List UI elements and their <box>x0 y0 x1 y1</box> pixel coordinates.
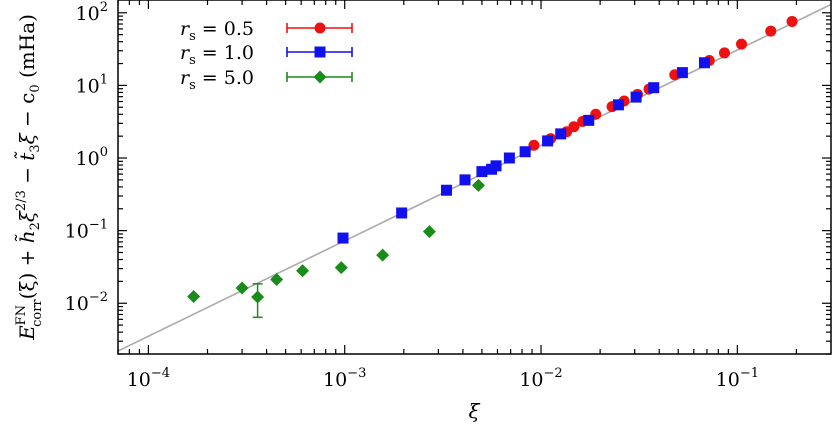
data-point <box>471 178 485 192</box>
y-tick-label: 101 <box>76 72 108 97</box>
data-point <box>490 160 502 172</box>
y-title-unit: (mHa) <box>15 14 39 84</box>
legend-marker <box>313 70 327 84</box>
y-title-mid: (ξ) + <box>15 243 39 299</box>
data-point <box>648 82 660 94</box>
data-point <box>718 47 730 59</box>
series-2 <box>337 57 710 244</box>
data-point <box>422 225 436 239</box>
y-tick-label: 10−2 <box>65 290 108 315</box>
series-3 <box>187 178 485 319</box>
data-point <box>583 114 595 126</box>
y-title-sub0: 0 <box>28 84 43 92</box>
data-point <box>296 264 310 278</box>
legend-label: rs = 5.0 <box>180 67 254 93</box>
data-point <box>698 57 710 69</box>
x-tick-label: 10−2 <box>519 366 562 391</box>
legend-label: rs = 0.5 <box>180 18 254 44</box>
data-point <box>187 289 201 303</box>
data-point <box>337 232 349 244</box>
data-point <box>503 152 515 164</box>
plot-frame <box>117 0 832 355</box>
y-title-t: t̃ <box>13 151 39 161</box>
legend-marker <box>314 22 326 34</box>
y-title-fn: FN <box>14 305 29 325</box>
data-point <box>441 184 453 196</box>
y-title-minus: − <box>15 161 39 190</box>
x-tick-label: 10−1 <box>716 366 759 391</box>
data-point <box>396 207 408 219</box>
data-point <box>555 128 567 140</box>
series-1 <box>528 15 798 151</box>
data-point <box>235 281 249 295</box>
data-point <box>251 290 265 304</box>
x-tick-label: 10−3 <box>323 366 366 391</box>
axis-ticks: 10−4 10−3 10−2 10−1 10−2 10−1 100 101 102 <box>65 0 831 391</box>
data-point <box>528 139 540 151</box>
x-axis-title: ξ <box>468 399 480 423</box>
legend-label: rs = 1.0 <box>180 42 254 68</box>
data-point <box>568 121 580 133</box>
legend: rs = 0.5rs = 1.0rs = 5.0 <box>180 18 353 93</box>
x-tick-label: 10−4 <box>127 366 170 391</box>
data-point <box>735 38 747 50</box>
data-point <box>630 91 642 103</box>
y-tick-label: 102 <box>76 0 108 25</box>
y-title-sub3: 3 <box>28 144 43 152</box>
y-title-xi1: ξ <box>15 210 39 222</box>
data-point <box>676 67 688 79</box>
data-point <box>786 15 798 27</box>
data-point <box>765 25 777 37</box>
y-tick-label: 100 <box>76 145 108 170</box>
legend-item-1: rs = 0.5 <box>180 18 353 44</box>
legend-marker <box>314 46 326 58</box>
data-point <box>376 248 390 262</box>
y-tick-label: 10−1 <box>65 218 108 243</box>
data-point <box>612 99 624 111</box>
y-title-rest: − c <box>15 93 39 134</box>
y-title-corr: corr <box>30 299 45 327</box>
data-point <box>476 166 488 178</box>
y-title-h: h̃ <box>15 230 39 243</box>
data-point <box>459 174 471 186</box>
legend-item-2: rs = 1.0 <box>180 42 353 68</box>
y-title-sub2: 2 <box>28 222 43 230</box>
y-title-xi2: ξ <box>15 132 39 144</box>
data-point <box>542 135 554 147</box>
data-points-layer <box>187 15 798 319</box>
y-axis-title: EFNcorr(ξ) + h̃2ξ2/3 − t̃3ξ − c0 (mHa) <box>13 14 45 341</box>
data-point <box>334 261 348 275</box>
legend-item-3: rs = 5.0 <box>180 67 353 93</box>
data-point <box>270 273 284 287</box>
y-title-sup23: 2/3 <box>14 190 29 211</box>
y-title-e: E <box>15 325 39 341</box>
data-point <box>519 146 531 158</box>
